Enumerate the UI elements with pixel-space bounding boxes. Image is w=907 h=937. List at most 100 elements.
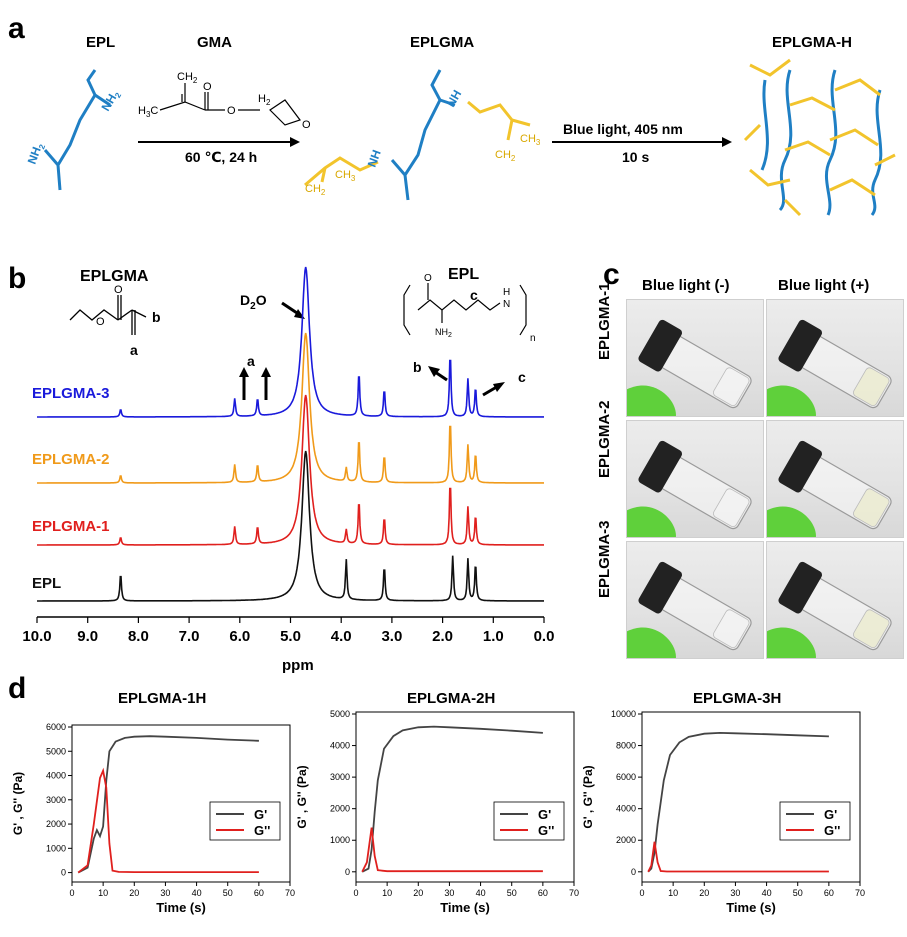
- series-label-eplgma-3: EPLGMA-3: [32, 385, 110, 402]
- y-tick-label: 5000: [46, 746, 66, 756]
- condition-2-line1: Blue light, 405 nm: [563, 121, 683, 137]
- y-tick-label: 4000: [46, 771, 66, 781]
- legend-label-g1: G': [538, 807, 551, 822]
- y-tick-label: 0: [631, 867, 636, 877]
- vial-cap: [638, 440, 683, 493]
- panel-b-letter: b: [8, 262, 27, 295]
- eplgma-structure-title: EPLGMA: [80, 268, 149, 285]
- nmr-spectra-group: [37, 266, 544, 602]
- legend-box: [493, 801, 565, 841]
- nmr-tick-label: 5.0: [280, 628, 301, 645]
- y-tick-label: 2000: [330, 804, 350, 814]
- x-axis-label: Time (s): [156, 900, 206, 915]
- series-label-eplgma-2: EPLGMA-2: [32, 451, 110, 468]
- green-cap-base: [767, 506, 816, 537]
- green-cap-base: [627, 385, 676, 416]
- green-cap-base: [767, 385, 816, 416]
- x-tick-label: 50: [507, 888, 517, 898]
- svg-text:NH2: NH2: [25, 140, 48, 166]
- svg-text:CH3: CH3: [335, 169, 356, 183]
- svg-text:H3C: H3C: [138, 105, 158, 119]
- x-tick-label: 40: [476, 888, 486, 898]
- plot-frame: [641, 711, 861, 883]
- x-axis-label: Time (s): [440, 900, 490, 915]
- rheology-title-3: EPLGMA-3H: [693, 690, 782, 707]
- svg-text:CH2: CH2: [305, 183, 326, 197]
- svg-text:b: b: [413, 359, 422, 375]
- nmr-tick-label: 3.0: [381, 628, 402, 645]
- nmr-tick-label: 0.0: [534, 628, 555, 645]
- liquid-content: [713, 488, 750, 527]
- x-tick-label: 30: [444, 888, 454, 898]
- nmr-spectra-chart: b a O O O NH2 N H n c D2O a b c 10.0 9.0 8…: [22, 266, 555, 674]
- x-tick-label: 10: [382, 888, 392, 898]
- eplgma-chain-drawing: [304, 69, 531, 201]
- vial-drawing: [767, 440, 892, 537]
- rheology-chart-1: 0 10 20 30 40 50 60 70 0 1000 2000 3000 4000 5000 6000…: [11, 722, 295, 915]
- legend: G'G'': [493, 801, 565, 841]
- svg-text:a: a: [130, 342, 138, 358]
- y-axis-label: G' , G'' (Pa): [11, 772, 25, 835]
- legend-label-g1: G': [824, 807, 837, 822]
- series-loss-modulus: [77, 767, 259, 874]
- eplgma-label: EPLGMA: [410, 34, 475, 51]
- y-tick-label: 8000: [616, 741, 636, 751]
- svg-text:CH2: CH2: [177, 71, 198, 85]
- svg-text:CH2: CH2: [495, 149, 516, 163]
- series-label-epl: EPL: [32, 575, 62, 592]
- y-tick-label: 0: [345, 867, 350, 877]
- nmr-tick-label: 7.0: [179, 628, 200, 645]
- y-tick-label: 1000: [46, 843, 66, 853]
- x-tick-label: 50: [793, 888, 803, 898]
- y-tick-label: 4000: [330, 741, 350, 751]
- svg-text:NH2: NH2: [98, 87, 123, 114]
- y-tick-label: 5000: [330, 709, 350, 719]
- svg-text:b: b: [152, 309, 161, 325]
- vial: [638, 440, 752, 530]
- panel-c-letter: c: [603, 258, 620, 291]
- vial-cap: [638, 561, 683, 614]
- legend-label-g2: G'': [254, 823, 270, 838]
- green-cap-base: [767, 627, 816, 658]
- x-tick-label: 30: [730, 888, 740, 898]
- y-tick-label: 3000: [330, 772, 350, 782]
- x-tick-label: 70: [855, 888, 865, 898]
- y-tick-label: 2000: [616, 835, 636, 845]
- y-tick-label: 0: [61, 868, 66, 878]
- x-tick-label: 0: [353, 888, 358, 898]
- svg-text:H: H: [503, 287, 510, 298]
- vial-cap: [778, 319, 823, 372]
- nmr-tick-label: 2.0: [432, 628, 453, 645]
- svg-text:a: a: [247, 353, 255, 369]
- rheology-chart-2: 0 10 20 30 40 50 60 70010002000300040005000G'G'…: [295, 709, 579, 915]
- vial-photo-eplgma-2-light-on: [766, 420, 904, 538]
- svg-text:c: c: [518, 369, 526, 385]
- svg-text:O: O: [302, 119, 311, 131]
- green-cap-base: [627, 506, 676, 537]
- vial-cap: [638, 319, 683, 372]
- col-header-light-off: Blue light (-): [642, 277, 730, 294]
- legend-box: [779, 801, 851, 841]
- x-tick-label: 10: [668, 888, 678, 898]
- legend: G'G'': [209, 801, 281, 841]
- y-tick-label: 3000: [46, 795, 66, 805]
- plot-frame: [355, 711, 575, 883]
- vial: [778, 440, 892, 530]
- gel-content: [853, 609, 890, 648]
- svg-text:c: c: [470, 287, 478, 303]
- row-label-eplgma-3: EPLGMA-3: [596, 520, 613, 598]
- svg-text:n: n: [530, 333, 536, 344]
- legend-label-g2: G'': [538, 823, 554, 838]
- x-tick-label: 60: [254, 888, 264, 898]
- rheology-title-1: EPLGMA-1H: [118, 690, 207, 707]
- legend-box: [209, 801, 281, 841]
- plot-frame: [71, 724, 291, 883]
- svg-text:N: N: [503, 299, 510, 310]
- vial-drawing: [767, 561, 892, 658]
- liquid-content: [713, 367, 750, 406]
- reaction-scheme: NH2 NH2 CH2 O H3C O H2 O 60 ℃, 24 h NH N…: [25, 58, 896, 217]
- svg-text:NH: NH: [365, 148, 384, 169]
- nmr-tick-label: 8.0: [128, 628, 149, 645]
- series-storage-modulus: [361, 725, 543, 873]
- panel-d-letter: d: [8, 672, 27, 705]
